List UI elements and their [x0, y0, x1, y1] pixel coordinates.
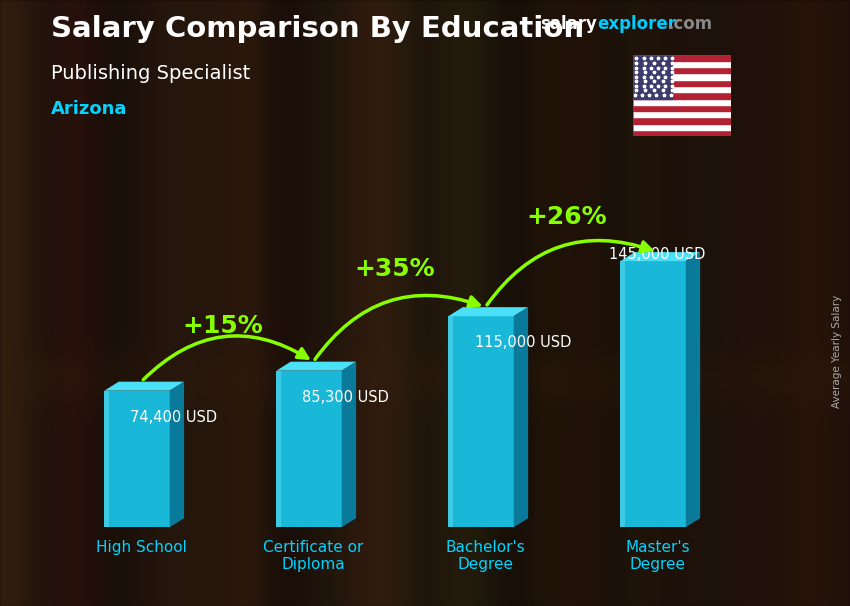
Bar: [633, 67, 731, 73]
Polygon shape: [620, 252, 700, 261]
Bar: [633, 130, 731, 136]
Polygon shape: [620, 261, 686, 527]
Bar: [633, 86, 731, 92]
Text: +15%: +15%: [183, 315, 264, 338]
Polygon shape: [170, 382, 184, 527]
Polygon shape: [448, 307, 528, 316]
Bar: [633, 61, 731, 67]
Text: +35%: +35%: [354, 256, 435, 281]
Text: explorer: explorer: [598, 15, 677, 33]
Text: 115,000 USD: 115,000 USD: [474, 336, 571, 350]
Text: Bachelor's
Degree: Bachelor's Degree: [445, 540, 525, 573]
Polygon shape: [513, 307, 528, 527]
Text: Master's
Degree: Master's Degree: [625, 540, 689, 573]
Text: High School: High School: [96, 540, 187, 555]
Text: 145,000 USD: 145,000 USD: [609, 247, 705, 262]
Text: Salary Comparison By Education: Salary Comparison By Education: [51, 15, 584, 43]
Polygon shape: [620, 261, 625, 527]
Text: 74,400 USD: 74,400 USD: [130, 410, 218, 425]
Polygon shape: [105, 391, 109, 527]
Bar: [633, 80, 731, 86]
Text: .com: .com: [667, 15, 712, 33]
Bar: [633, 118, 731, 124]
Polygon shape: [686, 252, 700, 527]
Bar: [633, 73, 731, 80]
Text: Certificate or
Diploma: Certificate or Diploma: [264, 540, 364, 573]
Text: Arizona: Arizona: [51, 100, 128, 118]
Text: Average Yearly Salary: Average Yearly Salary: [832, 295, 842, 408]
Bar: [633, 99, 731, 105]
Polygon shape: [105, 382, 184, 391]
Polygon shape: [276, 362, 356, 371]
Polygon shape: [448, 316, 453, 527]
Polygon shape: [276, 371, 342, 527]
Bar: [633, 92, 731, 99]
Polygon shape: [276, 371, 280, 527]
Text: +26%: +26%: [527, 205, 608, 229]
Polygon shape: [105, 391, 170, 527]
Bar: [633, 105, 731, 111]
Bar: [633, 111, 731, 118]
Bar: [633, 55, 672, 99]
Text: salary: salary: [540, 15, 597, 33]
Text: 85,300 USD: 85,300 USD: [303, 390, 389, 405]
Bar: [633, 124, 731, 130]
Bar: [633, 55, 731, 61]
Text: Publishing Specialist: Publishing Specialist: [51, 64, 250, 82]
Polygon shape: [342, 362, 356, 527]
Polygon shape: [448, 316, 513, 527]
